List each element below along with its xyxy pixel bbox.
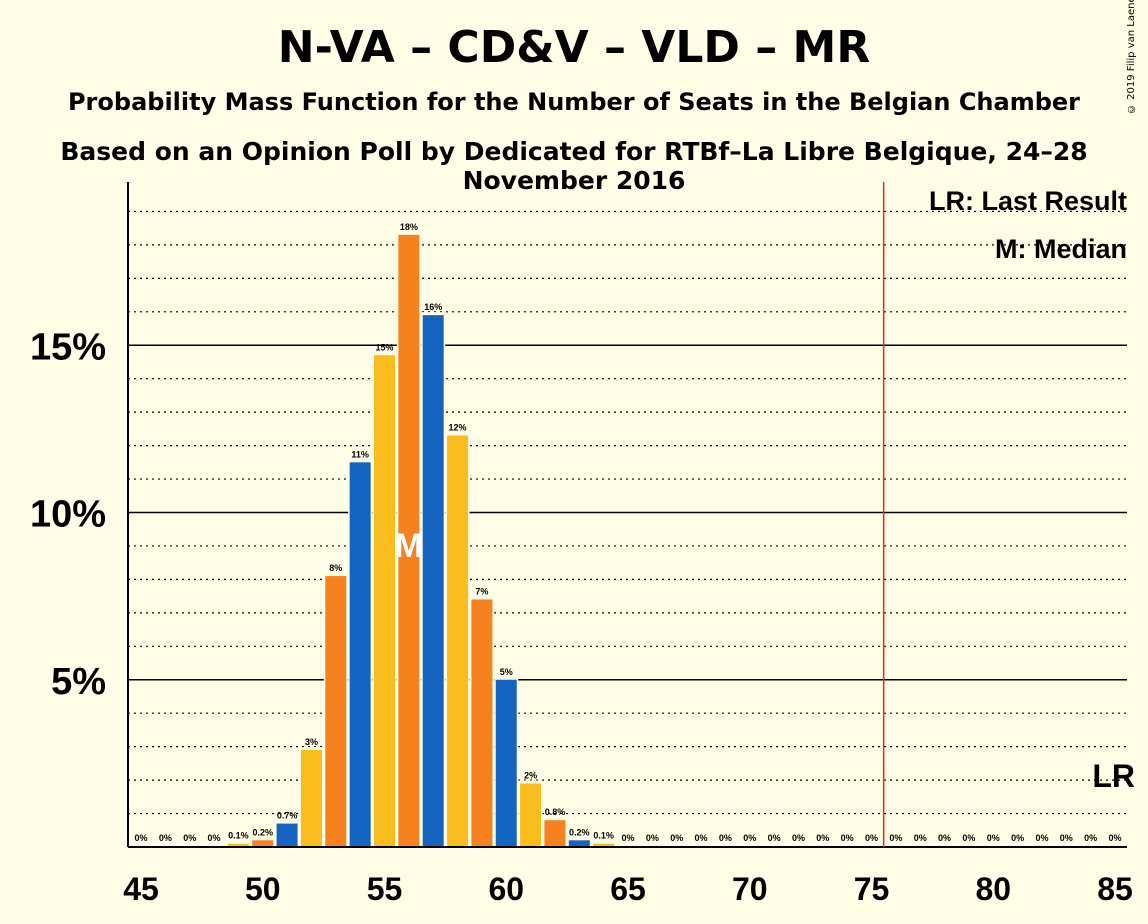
bar-value-label: 0% [159, 833, 172, 843]
bar [398, 234, 420, 848]
bar-value-label: 0% [938, 833, 951, 843]
bar [276, 823, 298, 847]
bar [325, 576, 347, 847]
bar [349, 462, 371, 847]
median-marker: M [395, 527, 423, 565]
bar-value-label: 0% [743, 833, 756, 843]
bar [374, 355, 395, 847]
bar-value-label: 0% [889, 833, 902, 843]
bar-value-label: 0.2% [569, 827, 590, 837]
bar-value-label: 0.7% [277, 811, 298, 821]
x-tick-label: 70 [732, 871, 768, 907]
bar-value-label: 0% [768, 833, 781, 843]
bar-labels: 0% 0% 0% 0% 0.1% 0.2%0.7%3%8%11%15%18%16%12%7… [134, 222, 1121, 843]
bar-value-label: 0% [1084, 833, 1097, 843]
bar-value-label: 8% [329, 563, 342, 573]
bar-value-label: 0% [1035, 833, 1048, 843]
bar-value-label: 0.2% [252, 827, 273, 837]
bar-value-label: 0.8% [545, 807, 566, 817]
y-tick-label: 10% [30, 494, 106, 536]
bar-value-label: 15% [375, 342, 393, 352]
bar-value-label: 0% [183, 833, 196, 843]
bar-value-label: 18% [400, 222, 418, 232]
legend-last-result: LR: Last Result [929, 186, 1127, 216]
bars [226, 231, 616, 848]
x-tick-label: 85 [1097, 871, 1133, 907]
legend-median: M: Median [995, 234, 1127, 264]
bar [520, 783, 542, 847]
bar [544, 820, 566, 847]
bar [300, 749, 322, 847]
x-tick-label: 55 [367, 871, 403, 907]
x-tick-label: 75 [854, 871, 890, 907]
bar-value-label: 16% [424, 302, 442, 312]
bar-value-label: 11% [351, 449, 369, 459]
gridlines [128, 210, 1127, 815]
bar-value-label: 12% [449, 423, 467, 433]
bar [252, 840, 274, 847]
bar-value-label: 0% [914, 833, 927, 843]
bar-value-label: 0% [865, 833, 878, 843]
bar [422, 315, 444, 847]
y-tick-label: 15% [30, 326, 106, 368]
bar-value-label: 0% [792, 833, 805, 843]
last-result-marker: LR [1092, 758, 1135, 794]
bar-value-label: 0% [646, 833, 659, 843]
bar-value-label: 0.1% [228, 831, 249, 841]
y-tick-label: 5% [51, 661, 106, 703]
x-tick-label: 50 [245, 871, 281, 907]
x-tick-label: 80 [975, 871, 1011, 907]
bar-value-label: 0% [1108, 833, 1121, 843]
bar-value-label: 2% [524, 770, 537, 780]
bar-value-label: 0% [816, 833, 829, 843]
x-tick-label: 65 [610, 871, 646, 907]
bar-value-label: 3% [305, 737, 318, 747]
x-tick-label: 60 [488, 871, 524, 907]
x-tick-label: 45 [123, 871, 159, 907]
bar [593, 843, 615, 847]
bar-value-label: 0% [962, 833, 975, 843]
bar-value-label: 7% [475, 586, 488, 596]
bar-value-label: 0% [670, 833, 683, 843]
axes: 45 50 55 60 65 70 75 80 85 5% 10% 15% [30, 182, 1133, 907]
bar [227, 843, 249, 847]
bar [447, 435, 469, 847]
bar-value-label: 0% [987, 833, 1000, 843]
bar-value-label: 0% [841, 833, 854, 843]
bar-value-label: 0% [134, 833, 147, 843]
bar-value-label: 5% [500, 667, 513, 677]
chart-subtitle: Probability Mass Function for the Number… [67, 88, 1081, 116]
bar-value-label: 0% [621, 833, 634, 843]
chart-source: Based on an Opinion Poll by Dedicated fo… [60, 137, 1088, 195]
bar-value-label: 0.1% [593, 831, 614, 841]
bar [568, 840, 590, 847]
bar-value-label: 0% [1060, 833, 1073, 843]
bar-value-label: 0% [719, 833, 732, 843]
bar [495, 679, 517, 847]
bar-value-label: 0% [1011, 833, 1024, 843]
bar-value-label: 0% [695, 833, 708, 843]
bar-value-label: 0% [208, 833, 221, 843]
bar [471, 599, 493, 847]
markers: M LR [395, 182, 1135, 847]
chart-title: N-VA – CD&V – VLD – MR [277, 22, 871, 73]
